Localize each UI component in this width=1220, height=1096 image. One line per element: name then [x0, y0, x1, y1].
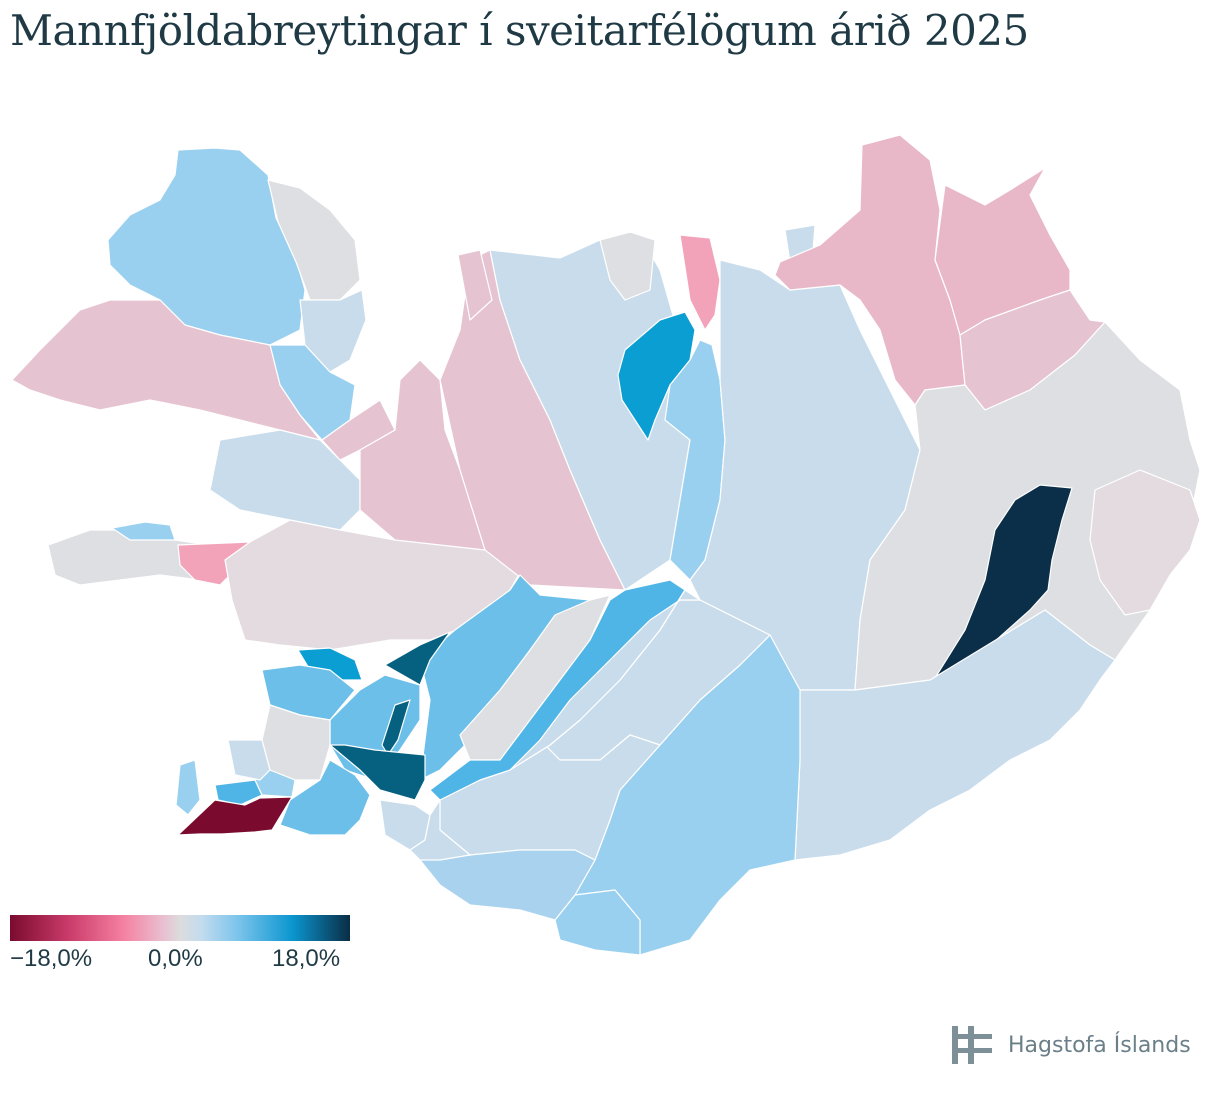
municipality-skeida[interactable] — [509, 589, 701, 771]
map-title: Mannfjöldabreytingar í sveitarfélögum ár… — [10, 6, 1029, 55]
municipality-westfjords-ne[interactable] — [267, 179, 361, 301]
brand: Hagstofa Íslands — [950, 1022, 1191, 1068]
municipality-skagastrond[interactable] — [457, 249, 493, 321]
municipality-hunathing-vestra[interactable] — [359, 359, 486, 551]
legend-mid-label: 0,0% — [148, 945, 203, 972]
municipality-grytubakki[interactable] — [679, 234, 721, 331]
municipality-olfus[interactable] — [279, 759, 371, 836]
municipality-vogar[interactable] — [234, 769, 296, 798]
hagstofa-logo-icon — [952, 1026, 992, 1064]
municipality-thingvellir-strip[interactable] — [381, 699, 411, 756]
municipality-floahreppur[interactable] — [409, 799, 471, 861]
municipality-hveragerdi[interactable] — [329, 744, 426, 801]
municipality-akureyri[interactable] — [617, 311, 696, 441]
municipality-westfjords-west[interactable] — [11, 299, 321, 441]
municipality-myrdalur[interactable] — [554, 889, 641, 956]
municipality-reykjanesbaer[interactable] — [175, 759, 201, 816]
municipality-grindavik[interactable] — [177, 796, 293, 836]
legend-min-label: −18,0% — [10, 945, 93, 972]
brand-name: Hagstofa Íslands — [1008, 1032, 1191, 1058]
municipality-south-coast[interactable] — [419, 849, 596, 921]
municipality-fjallabyggd[interactable] — [599, 231, 656, 301]
color-legend: −18,0% 0,0% 18,0% — [10, 915, 350, 972]
legend-color-bar — [10, 915, 350, 941]
municipality-snaefellsnes-mid[interactable] — [111, 521, 176, 541]
legend-max-label: 18,0% — [272, 945, 341, 972]
municipality-reykjavik[interactable] — [227, 739, 271, 781]
municipality-fjardabyggd[interactable] — [1089, 469, 1201, 616]
municipality-hvalfjardarsveit[interactable] — [384, 631, 451, 686]
municipality-sudurnesjabaer[interactable] — [214, 779, 263, 806]
